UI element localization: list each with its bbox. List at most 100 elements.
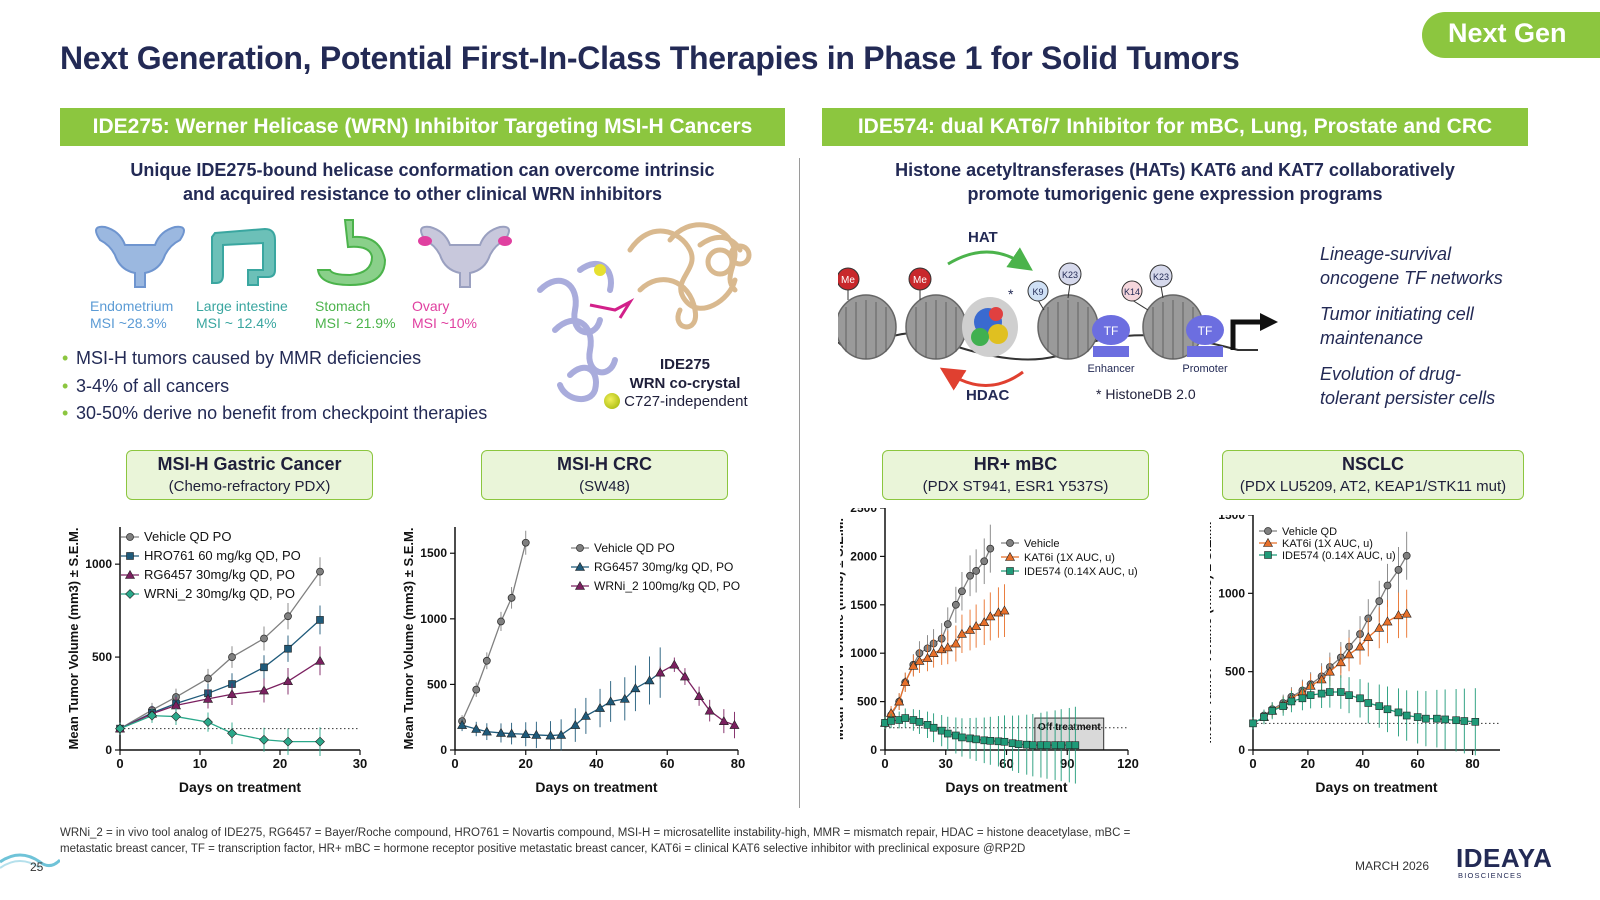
k23-label: K23 — [1153, 272, 1169, 282]
y-axis-label: Mean Tumor Volume (mm3) ± S.E.M. — [401, 528, 416, 750]
data-point — [260, 663, 268, 672]
x-tick-label: 0 — [451, 756, 458, 771]
outcome-line: Tumor initiating cell — [1320, 304, 1474, 324]
data-point — [1014, 740, 1023, 748]
legend-label: WRNi_2 30mg/kg QD, PO — [144, 586, 295, 601]
data-point — [669, 659, 680, 669]
data-point — [258, 685, 270, 695]
data-point — [1006, 539, 1014, 547]
y-tick-label: 1500 — [850, 598, 877, 612]
protein-structure-image — [537, 222, 752, 402]
hat-arrow — [947, 247, 1033, 271]
y-tick-label: 1500 — [1218, 515, 1245, 522]
data-point — [1264, 527, 1272, 535]
tf-label: TF — [1198, 324, 1213, 338]
data-point — [1402, 711, 1411, 720]
data-point — [457, 719, 468, 729]
data-point — [1364, 699, 1373, 707]
promoter-label: Promoter — [1182, 363, 1228, 375]
data-point — [1345, 691, 1353, 699]
series-line — [119, 619, 321, 730]
data-point — [1441, 715, 1449, 724]
data-point — [1324, 666, 1335, 676]
right-subhead: Histone acetyltransferases (HATs) KAT6 a… — [822, 158, 1528, 206]
data-point — [283, 736, 293, 747]
legend-label: HRO761 60 mg/kg QD, PO — [144, 548, 301, 563]
hat-hdac-diagram: HAT HDAC * Me Me K9 K23 K14 K23 TF Enhan… — [838, 229, 1278, 404]
organ-msi-value: MSI ~ 21.9% — [315, 315, 396, 331]
data-point — [1264, 551, 1272, 559]
data-point — [126, 533, 134, 541]
series-ide574-0-14x-auc-u- — [1249, 675, 1480, 756]
x-axis-label: Days on treatment — [179, 779, 301, 795]
data-point — [928, 648, 939, 657]
data-point — [520, 729, 531, 739]
data-point — [595, 702, 606, 712]
data-point — [1382, 616, 1393, 626]
chart-box-title: MSI-H Gastric Cancer — [157, 454, 342, 474]
data-point — [226, 689, 238, 699]
k9-mark: K9 — [1027, 280, 1049, 311]
k14-label: K14 — [1124, 287, 1140, 297]
crystal-legend-label: C727-independent — [624, 393, 748, 410]
legend-label: WRNi_2 100mg/kg QD, PO — [594, 579, 740, 593]
data-point — [1402, 551, 1411, 560]
data-point — [204, 674, 212, 683]
logo-text: IDEAYA — [1456, 843, 1553, 873]
tf-enhancer: TF Enhancer — [1087, 315, 1135, 375]
data-point — [472, 685, 481, 694]
series-ide574-0-14x-auc-u- — [881, 706, 1080, 784]
y-axis-label: Mean Tumor Volume (mm3) ± S.E.M. — [1210, 522, 1214, 744]
data-point — [1335, 657, 1346, 667]
x-axis-label: Days on treatment — [1315, 779, 1437, 795]
x-tick-label: 10 — [193, 756, 207, 771]
right-subhead-line1: Histone acetyltransferases (HATs) KAT6 a… — [895, 160, 1455, 180]
data-point — [972, 567, 981, 575]
tf-promoter: TF Promoter — [1182, 315, 1228, 375]
y-tick-label: 500 — [1225, 665, 1245, 679]
data-point — [314, 655, 326, 665]
page-title: Next Generation, Potential First-In-Clas… — [60, 40, 1240, 76]
series-vehicle-qd-po — [116, 557, 324, 735]
x-tick-label: 0 — [116, 756, 123, 771]
x-tick-label: 120 — [1117, 756, 1139, 771]
data-point — [284, 644, 292, 653]
data-point — [259, 734, 269, 745]
chart-box-subtitle: (SW48) — [579, 478, 630, 495]
data-point — [950, 638, 961, 648]
data-point — [482, 656, 491, 665]
x-axis-label: Days on treatment — [945, 779, 1067, 795]
data-point — [556, 729, 567, 739]
data-point — [1471, 718, 1480, 726]
data-point — [1375, 702, 1384, 710]
legend-item: Vehicle QD — [1259, 526, 1337, 538]
y-axis-label: Mean Tumor Volume (mm3) ± S.E.M. — [66, 528, 81, 750]
nucleosome-icon — [838, 294, 1204, 360]
legend-item: WRNi_2 30mg/kg QD, PO — [121, 586, 295, 601]
hdac-arrow — [939, 367, 1024, 391]
logo-subtext: BIOSCIENCES — [1458, 871, 1523, 880]
data-point — [1287, 697, 1296, 706]
right-subhead-line2: promote tumorigenic gene expression prog… — [967, 184, 1383, 204]
page-number: 25 — [30, 860, 44, 874]
date-label: MARCH 2026 — [1355, 859, 1430, 873]
k23-mark-1: K23 — [1058, 262, 1082, 299]
x-tick-label: 30 — [939, 756, 953, 771]
transcription-start-arrow — [1230, 319, 1263, 350]
data-point — [979, 617, 990, 627]
data-point — [126, 552, 134, 560]
legend-label: KAT6i (1X AUC, u) — [1282, 538, 1373, 550]
x-tick-label: 0 — [881, 756, 888, 771]
y-tick-label: 0 — [105, 743, 112, 757]
data-point — [958, 733, 966, 742]
series-rg6457-30mg-kg-qd-po — [114, 646, 326, 735]
y-tick-label: 500 — [427, 677, 447, 691]
data-point — [943, 729, 952, 738]
outcome-1: Lineage-survival oncogene TF networks — [1320, 242, 1503, 290]
data-point — [1317, 689, 1326, 698]
organ-endometrium: Endometrium MSI ~28.3% — [90, 298, 173, 332]
data-point — [545, 730, 556, 740]
organ-ovary: Ovary MSI ~10% — [412, 298, 477, 332]
data-point — [915, 718, 924, 726]
